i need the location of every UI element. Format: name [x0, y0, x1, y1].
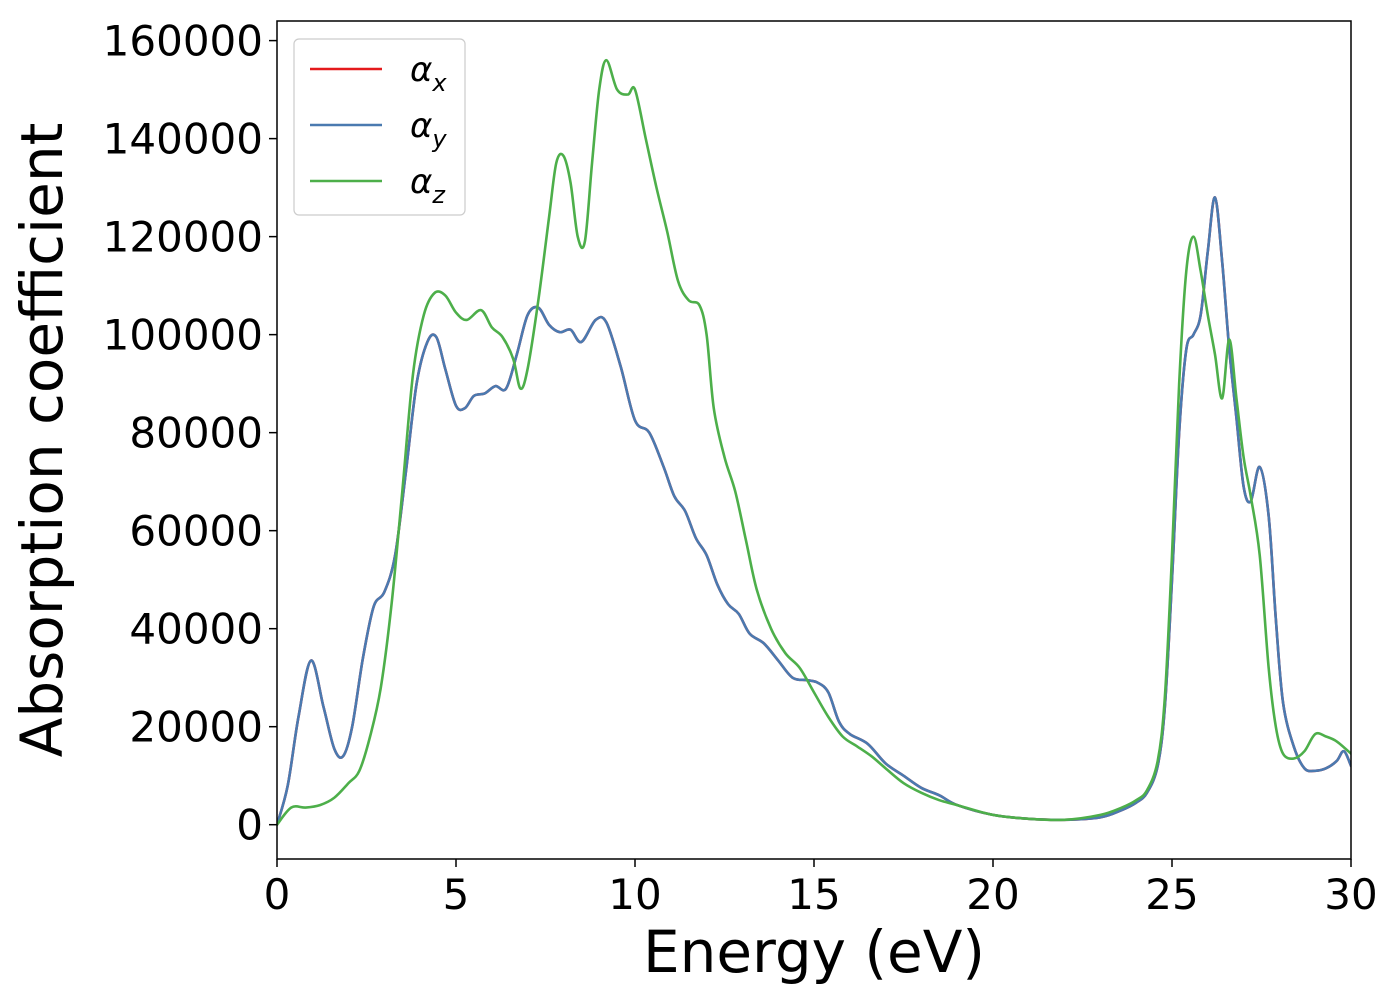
- x-tick-label: 30: [1324, 870, 1377, 919]
- legend: αx αy αz: [293, 38, 466, 216]
- y-tick-label: 0: [236, 801, 263, 850]
- x-axis: 0 5 10 15 20 25 30: [264, 859, 1378, 919]
- legend-box: [293, 38, 466, 216]
- x-tick-label: 10: [608, 870, 661, 919]
- legend-label-y: αy: [410, 106, 447, 153]
- y-tick-label: 20000: [129, 703, 263, 752]
- series-line-z: [277, 58, 1351, 826]
- x-tick-label: 15: [787, 870, 840, 919]
- x-tick-label: 25: [1145, 870, 1198, 919]
- y-tick-label: 40000: [129, 605, 263, 654]
- legend-label-x: αx: [410, 50, 447, 97]
- x-axis-title: Energy (eV): [643, 918, 985, 986]
- series-line-y: [277, 196, 1351, 826]
- y-axis: 0 20000 40000 60000 80000 100000 120000 140000 1…: [103, 17, 277, 850]
- x-tick-label: 0: [264, 870, 291, 919]
- y-tick-label: 60000: [129, 507, 263, 556]
- x-tick-label: 20: [966, 870, 1019, 919]
- y-tick-label: 100000: [103, 311, 263, 360]
- legend-label-z: αz: [410, 162, 446, 209]
- y-axis-title: Absorption coefficient: [8, 123, 76, 758]
- y-tick-label: 160000: [103, 17, 263, 66]
- y-tick-label: 120000: [103, 213, 263, 262]
- y-tick-label: 140000: [103, 115, 263, 164]
- y-tick-label: 80000: [129, 409, 263, 458]
- x-tick-label: 5: [443, 870, 470, 919]
- series-layer: [277, 58, 1351, 826]
